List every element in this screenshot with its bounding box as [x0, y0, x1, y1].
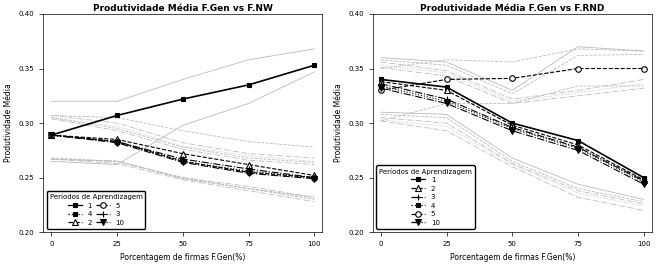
Legend: 1, 4, 2, 5, 3, 10: 1, 4, 2, 5, 3, 10 [47, 191, 146, 229]
Y-axis label: Produtividade Média: Produtividade Média [4, 84, 13, 163]
Y-axis label: Produtividade Média: Produtividade Média [333, 84, 342, 163]
Title: Produtividade Média F.Gen vs F.NW: Produtividade Média F.Gen vs F.NW [93, 4, 273, 13]
Legend: 1, 2, 3, 4, 5, 10: 1, 2, 3, 4, 5, 10 [377, 165, 475, 229]
Title: Produtividade Média F.Gen vs F.RND: Produtividade Média F.Gen vs F.RND [420, 4, 604, 13]
X-axis label: Porcentagem de firmas F.Gen(%): Porcentagem de firmas F.Gen(%) [120, 253, 245, 262]
X-axis label: Porcentagem de firmas F.Gen(%): Porcentagem de firmas F.Gen(%) [449, 253, 575, 262]
